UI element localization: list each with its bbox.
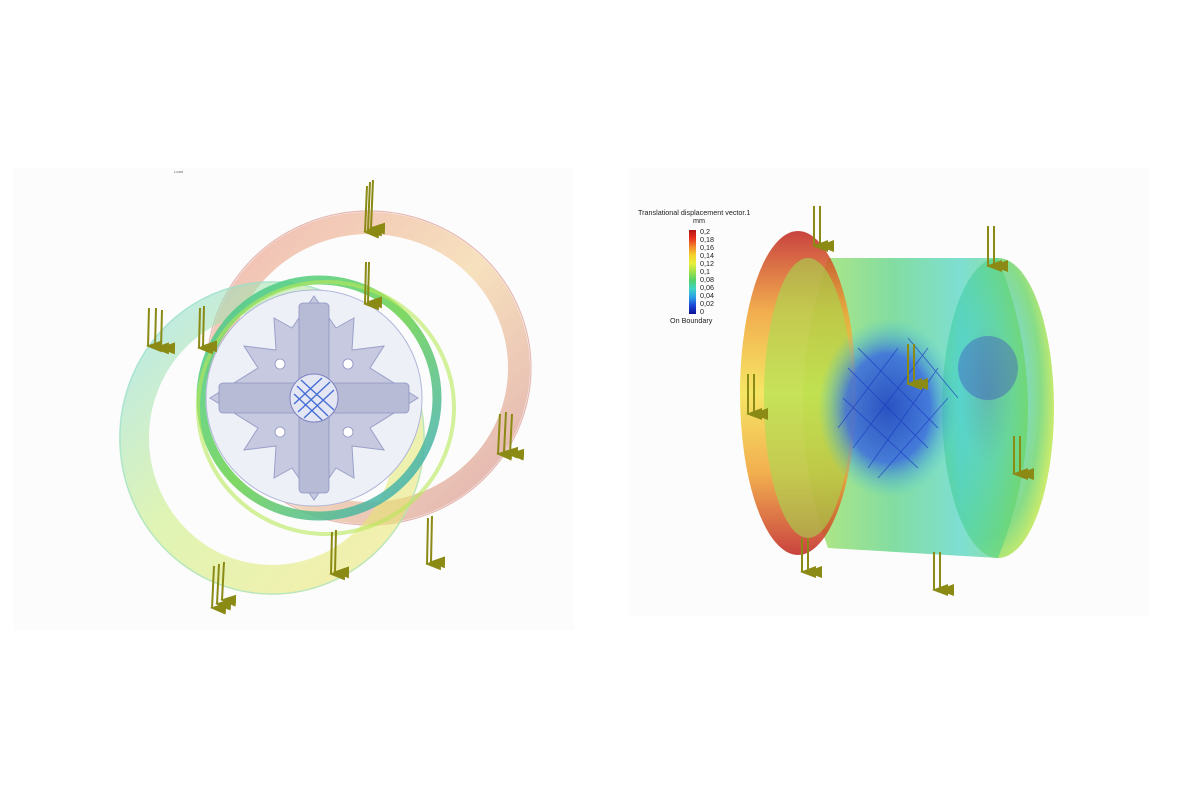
hub: [289, 373, 339, 423]
inner-flange-2: [196, 280, 456, 536]
legend-tick: 0,14: [700, 251, 714, 260]
rim-front-outline: [119, 281, 425, 595]
load-arrows: [146, 179, 525, 615]
inner-flange: [196, 275, 442, 521]
wheel-front-view: Load: [14, 168, 574, 630]
wheel-front-svg: [119, 179, 532, 615]
right-core: [958, 336, 1018, 400]
legend-boundary-label: On Boundary: [670, 316, 713, 325]
legend-tick: 0,2: [700, 227, 710, 236]
legend-tick: 0: [700, 307, 704, 316]
legend-tick: 0,18: [700, 235, 714, 244]
legend-tick: 0,08: [700, 275, 714, 284]
legend-tick: 0,06: [700, 283, 714, 292]
legend-tick: 0,1: [700, 267, 710, 276]
wheel-iso-view: Translational displacement vector.1 mm 0…: [628, 168, 1150, 616]
legend-tick: 0,16: [700, 243, 714, 252]
left-flange-inner: [764, 258, 852, 538]
iso-load-arrows: [746, 206, 1034, 596]
legend-color-bar: [689, 230, 696, 314]
legend-unit: mm: [693, 216, 705, 225]
wheel-iso-svg: [740, 206, 1054, 596]
legend-tick: 0,02: [700, 299, 714, 308]
hub-mesh: [293, 377, 335, 421]
bolt-holes: [274, 358, 354, 438]
legend-title: Translational displacement vector.1: [638, 208, 751, 217]
legend-tick: 0,12: [700, 259, 714, 268]
legend-tick: 0,04: [700, 291, 714, 300]
load-label: Load: [174, 169, 183, 174]
